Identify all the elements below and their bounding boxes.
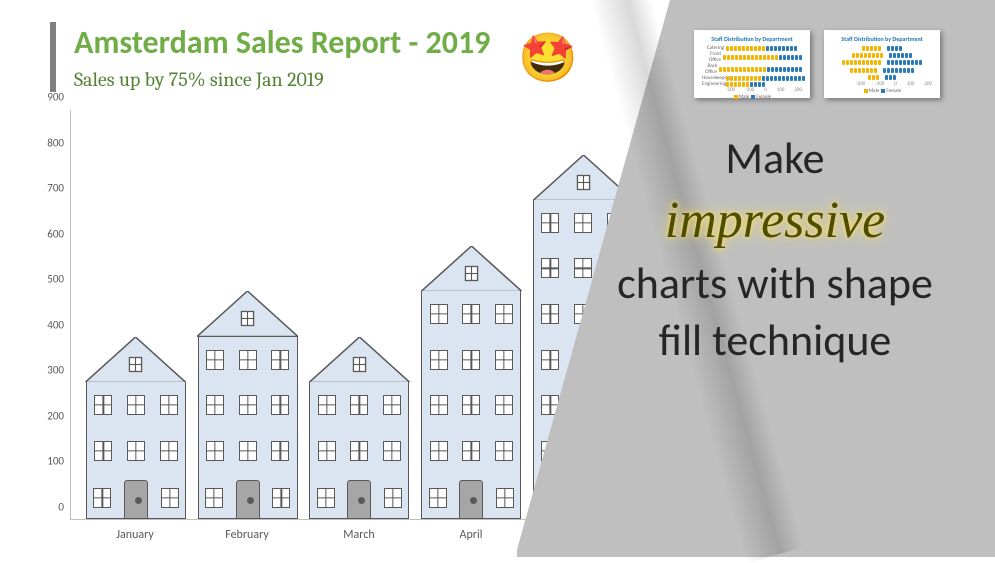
door-icon	[236, 480, 260, 518]
window-icon	[318, 395, 336, 415]
title-accent-bar	[50, 22, 56, 92]
window-icon	[383, 395, 401, 415]
thumb-title: Staff Distribution by Department	[832, 35, 932, 43]
window-icon	[239, 350, 257, 370]
y-tick: 300	[47, 364, 64, 377]
bar-slot	[81, 110, 191, 519]
window-icon	[94, 395, 112, 415]
door-icon	[124, 480, 148, 518]
window-icon	[462, 441, 480, 461]
window-icon	[94, 441, 112, 461]
headline-line1: Make	[725, 131, 824, 185]
window-icon	[127, 395, 145, 415]
bar-slot	[193, 110, 303, 519]
y-tick: 700	[47, 182, 64, 195]
x-label: April	[416, 520, 526, 550]
window-icon	[271, 350, 289, 370]
window-icon	[462, 395, 480, 415]
headline-rest: charts with shape fill technique	[617, 256, 933, 367]
window-icon	[239, 395, 257, 415]
report-subtitle: Sales up by 75% since Jan 2019	[74, 68, 490, 91]
thumbnail-chart-right: Staff Distribution by Department -200-10…	[824, 30, 940, 98]
x-label: February	[192, 520, 302, 550]
bar-slot	[416, 110, 526, 519]
window-icon	[350, 395, 368, 415]
thumbnail-chart-left: Staff Distribution by Department Caterin…	[694, 30, 810, 98]
bar-slot	[305, 110, 415, 519]
window-icon	[430, 395, 448, 415]
window-icon	[430, 441, 448, 461]
door-icon	[347, 480, 371, 518]
window-icon	[384, 488, 402, 508]
window-icon	[495, 441, 513, 461]
report-panel: Amsterdam Sales Report - 2019 Sales up b…	[0, 0, 660, 92]
window-icon	[205, 488, 223, 508]
window-icon	[160, 441, 178, 461]
x-label: March	[304, 520, 414, 550]
window-icon	[574, 213, 592, 233]
window-icon	[541, 350, 559, 370]
window-icon	[206, 350, 224, 370]
window-icon	[429, 488, 447, 508]
y-tick: 800	[47, 136, 64, 149]
window-icon	[430, 350, 448, 370]
y-tick: 0	[58, 501, 64, 514]
headline-impressive: impressive	[665, 192, 885, 249]
window-icon	[318, 441, 336, 461]
y-tick: 600	[47, 227, 64, 240]
window-icon	[430, 304, 448, 324]
bar-house	[309, 382, 409, 519]
window-icon	[541, 213, 559, 233]
window-icon	[496, 488, 514, 508]
thumb-title: Staff Distribution by Department	[702, 35, 802, 43]
headline: Make impressive charts with shape fill t…	[595, 130, 955, 369]
y-tick: 200	[47, 409, 64, 422]
window-icon	[350, 441, 368, 461]
window-icon	[239, 441, 257, 461]
window-icon	[93, 488, 111, 508]
window-icon	[206, 441, 224, 461]
window-icon	[271, 395, 289, 415]
star-eyes-emoji-icon: 🤩	[518, 28, 578, 87]
window-icon	[127, 441, 145, 461]
window-icon	[495, 395, 513, 415]
title-row: Amsterdam Sales Report - 2019 Sales up b…	[50, 22, 660, 92]
window-icon	[271, 441, 289, 461]
window-icon	[462, 350, 480, 370]
window-icon	[161, 488, 179, 508]
y-tick: 900	[47, 91, 64, 104]
y-tick: 400	[47, 318, 64, 331]
bar-house	[86, 382, 186, 519]
window-icon	[495, 304, 513, 324]
window-icon	[541, 304, 559, 324]
y-axis: 0100200300400500600700800900	[28, 110, 70, 520]
window-icon	[462, 304, 480, 324]
window-icon	[383, 441, 401, 461]
window-icon	[541, 258, 559, 278]
window-icon	[574, 258, 592, 278]
window-icon	[495, 350, 513, 370]
door-icon	[459, 480, 483, 518]
window-icon	[160, 395, 178, 415]
y-tick: 500	[47, 273, 64, 286]
x-label: January	[80, 520, 190, 550]
thumbnails: Staff Distribution by Department Caterin…	[694, 30, 940, 98]
bar-house	[198, 337, 298, 519]
window-icon	[317, 488, 335, 508]
bar-house	[421, 291, 521, 519]
window-icon	[206, 395, 224, 415]
report-title: Amsterdam Sales Report - 2019	[74, 23, 490, 62]
window-icon	[272, 488, 290, 508]
y-tick: 100	[47, 455, 64, 468]
